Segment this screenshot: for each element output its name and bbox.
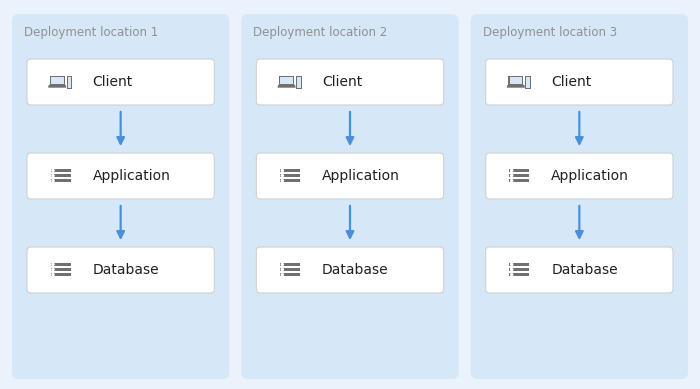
Circle shape bbox=[52, 180, 54, 182]
Polygon shape bbox=[510, 174, 529, 177]
Polygon shape bbox=[280, 273, 300, 277]
Circle shape bbox=[281, 180, 284, 182]
Circle shape bbox=[510, 175, 512, 177]
Circle shape bbox=[52, 263, 54, 266]
Text: Client: Client bbox=[551, 75, 591, 89]
Circle shape bbox=[510, 263, 512, 266]
Circle shape bbox=[510, 180, 512, 182]
FancyBboxPatch shape bbox=[27, 153, 214, 199]
Polygon shape bbox=[296, 75, 302, 89]
Text: Deployment location 2: Deployment location 2 bbox=[253, 26, 388, 39]
Polygon shape bbox=[66, 75, 72, 89]
Circle shape bbox=[281, 263, 284, 266]
Circle shape bbox=[510, 273, 512, 276]
Circle shape bbox=[52, 273, 54, 276]
Polygon shape bbox=[51, 77, 64, 84]
Polygon shape bbox=[510, 268, 529, 271]
Text: Database: Database bbox=[322, 263, 388, 277]
FancyBboxPatch shape bbox=[256, 153, 444, 199]
Polygon shape bbox=[297, 77, 301, 88]
FancyBboxPatch shape bbox=[486, 153, 673, 199]
Polygon shape bbox=[507, 85, 525, 88]
Text: Client: Client bbox=[322, 75, 362, 89]
Circle shape bbox=[281, 273, 284, 276]
Polygon shape bbox=[280, 268, 300, 271]
Text: Client: Client bbox=[92, 75, 133, 89]
Polygon shape bbox=[510, 179, 529, 182]
Polygon shape bbox=[280, 263, 300, 266]
Polygon shape bbox=[508, 75, 524, 85]
Polygon shape bbox=[510, 77, 522, 84]
FancyBboxPatch shape bbox=[27, 247, 214, 293]
Text: Database: Database bbox=[551, 263, 618, 277]
FancyBboxPatch shape bbox=[256, 59, 444, 105]
Polygon shape bbox=[280, 179, 300, 182]
Polygon shape bbox=[526, 75, 531, 89]
Polygon shape bbox=[510, 273, 529, 277]
Polygon shape bbox=[48, 85, 66, 88]
FancyBboxPatch shape bbox=[241, 14, 458, 379]
Polygon shape bbox=[526, 77, 530, 88]
FancyBboxPatch shape bbox=[470, 14, 688, 379]
Polygon shape bbox=[51, 273, 71, 277]
Text: Deployment location 3: Deployment location 3 bbox=[483, 26, 617, 39]
Circle shape bbox=[281, 169, 284, 172]
FancyBboxPatch shape bbox=[486, 59, 673, 105]
Circle shape bbox=[510, 268, 512, 271]
Circle shape bbox=[281, 175, 284, 177]
Text: Database: Database bbox=[92, 263, 159, 277]
Circle shape bbox=[52, 169, 54, 172]
Polygon shape bbox=[51, 174, 71, 177]
Polygon shape bbox=[51, 263, 71, 266]
Circle shape bbox=[510, 169, 512, 172]
Polygon shape bbox=[280, 77, 293, 84]
Polygon shape bbox=[280, 169, 300, 172]
Text: Application: Application bbox=[92, 169, 170, 183]
Polygon shape bbox=[68, 77, 71, 88]
Polygon shape bbox=[510, 263, 529, 266]
Text: Deployment location 1: Deployment location 1 bbox=[24, 26, 158, 39]
FancyBboxPatch shape bbox=[486, 247, 673, 293]
Polygon shape bbox=[51, 169, 71, 172]
Circle shape bbox=[281, 268, 284, 271]
Circle shape bbox=[52, 268, 54, 271]
FancyBboxPatch shape bbox=[12, 14, 230, 379]
Circle shape bbox=[52, 175, 54, 177]
FancyBboxPatch shape bbox=[27, 59, 214, 105]
Text: Application: Application bbox=[551, 169, 629, 183]
Polygon shape bbox=[510, 169, 529, 172]
Polygon shape bbox=[280, 174, 300, 177]
Polygon shape bbox=[51, 179, 71, 182]
Polygon shape bbox=[279, 75, 294, 85]
FancyBboxPatch shape bbox=[256, 247, 444, 293]
Polygon shape bbox=[50, 75, 64, 85]
Text: Application: Application bbox=[322, 169, 400, 183]
Polygon shape bbox=[51, 268, 71, 271]
Polygon shape bbox=[277, 85, 295, 88]
